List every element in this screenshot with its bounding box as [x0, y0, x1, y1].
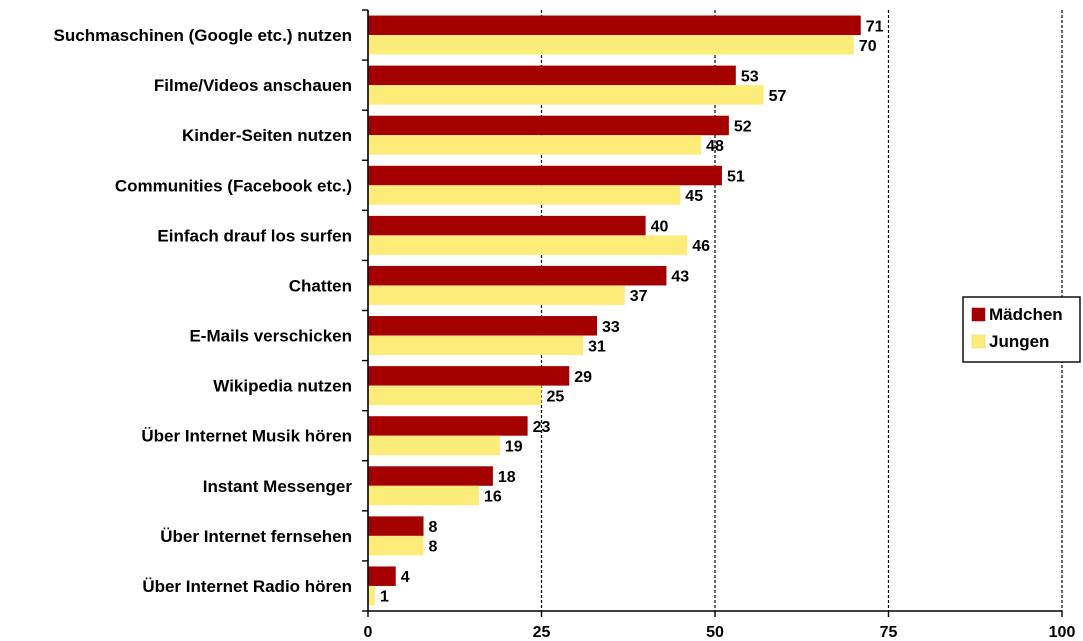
value-label: 40	[651, 219, 669, 236]
bar-jungen	[368, 535, 424, 556]
value-label: 25	[547, 388, 565, 405]
category-label: Wikipedia nutzen	[213, 377, 352, 396]
legend-swatch	[971, 307, 986, 322]
category-label: E-Mails verschicken	[189, 327, 352, 346]
value-label: 29	[574, 369, 592, 386]
value-label: 37	[630, 288, 648, 305]
bar-jungen	[368, 435, 500, 456]
value-label: 46	[692, 238, 710, 255]
x-axis: 0 25 50 75 100	[362, 9, 1076, 641]
x-tick-label: 50	[706, 624, 724, 641]
legend-swatch	[971, 334, 986, 349]
bar-jungen	[368, 235, 688, 255]
bar-maedchen	[368, 566, 396, 586]
bar-maedchen	[368, 516, 424, 536]
category-label: Kinder-Seiten nutzen	[182, 126, 352, 145]
category-label: Filme/Videos anschauen	[154, 76, 352, 95]
bar-maedchen	[368, 316, 598, 336]
bar-jungen	[368, 135, 702, 155]
category-label: Communities (Facebook etc.)	[115, 176, 352, 195]
bar-jungen	[368, 35, 854, 55]
x-tick-label: 25	[533, 624, 551, 641]
bar-jungen	[368, 335, 584, 356]
category-labels: Suchmaschinen (Google etc.) nutzen Filme/…	[54, 26, 353, 596]
bar-maedchen	[368, 366, 570, 386]
value-label: 33	[602, 319, 620, 336]
bar-maedchen	[368, 65, 736, 86]
value-label: 23	[533, 419, 551, 436]
value-label: 52	[734, 118, 752, 135]
bar-jungen	[368, 585, 375, 606]
x-tick-label: 75	[880, 624, 898, 641]
value-label: 51	[727, 169, 745, 186]
category-label: Instant Messenger	[203, 477, 353, 496]
bar-jungen	[368, 385, 542, 406]
category-label: Über Internet fernsehen	[160, 527, 352, 546]
bar-maedchen	[368, 165, 722, 186]
value-label: 57	[769, 88, 787, 105]
value-label: 43	[671, 269, 689, 286]
legend-label: Mädchen	[989, 305, 1063, 324]
value-label: 53	[741, 68, 759, 85]
bar-jungen	[368, 185, 681, 205]
category-label: Über Internet Musik hören	[141, 427, 352, 446]
value-label: 70	[859, 38, 877, 55]
x-tick-label: 0	[364, 624, 373, 641]
value-labels: 7170535752485145404643373331292523191816…	[380, 18, 884, 605]
value-label: 8	[429, 539, 438, 556]
bar-jungen	[368, 285, 625, 305]
bar-maedchen	[368, 15, 861, 36]
value-label: 1	[380, 589, 389, 606]
category-label: Suchmaschinen (Google etc.) nutzen	[54, 26, 352, 45]
bar-jungen	[368, 485, 480, 506]
value-label: 48	[706, 138, 724, 155]
category-label: Einfach drauf los surfen	[157, 226, 352, 245]
bar-maedchen	[368, 115, 729, 136]
bar-jungen	[368, 85, 764, 105]
category-label: Chatten	[289, 276, 352, 295]
value-label: 16	[484, 489, 502, 506]
bar-maedchen	[368, 466, 493, 486]
value-label: 45	[685, 188, 703, 205]
value-label: 4	[401, 569, 410, 586]
value-label: 19	[505, 438, 523, 455]
category-label: Über Internet Radio hören	[142, 577, 352, 596]
legend: Mädchen Jungen	[962, 296, 1081, 363]
value-label: 31	[588, 338, 606, 355]
value-label: 71	[866, 18, 884, 35]
x-tick-label: 100	[1049, 624, 1076, 641]
legend-label: Jungen	[989, 332, 1049, 351]
bar-maedchen	[368, 416, 528, 436]
value-label: 18	[498, 469, 516, 486]
bar-maedchen	[368, 265, 667, 286]
bars	[368, 15, 861, 606]
value-label: 8	[429, 519, 438, 536]
bar-maedchen	[368, 215, 646, 236]
